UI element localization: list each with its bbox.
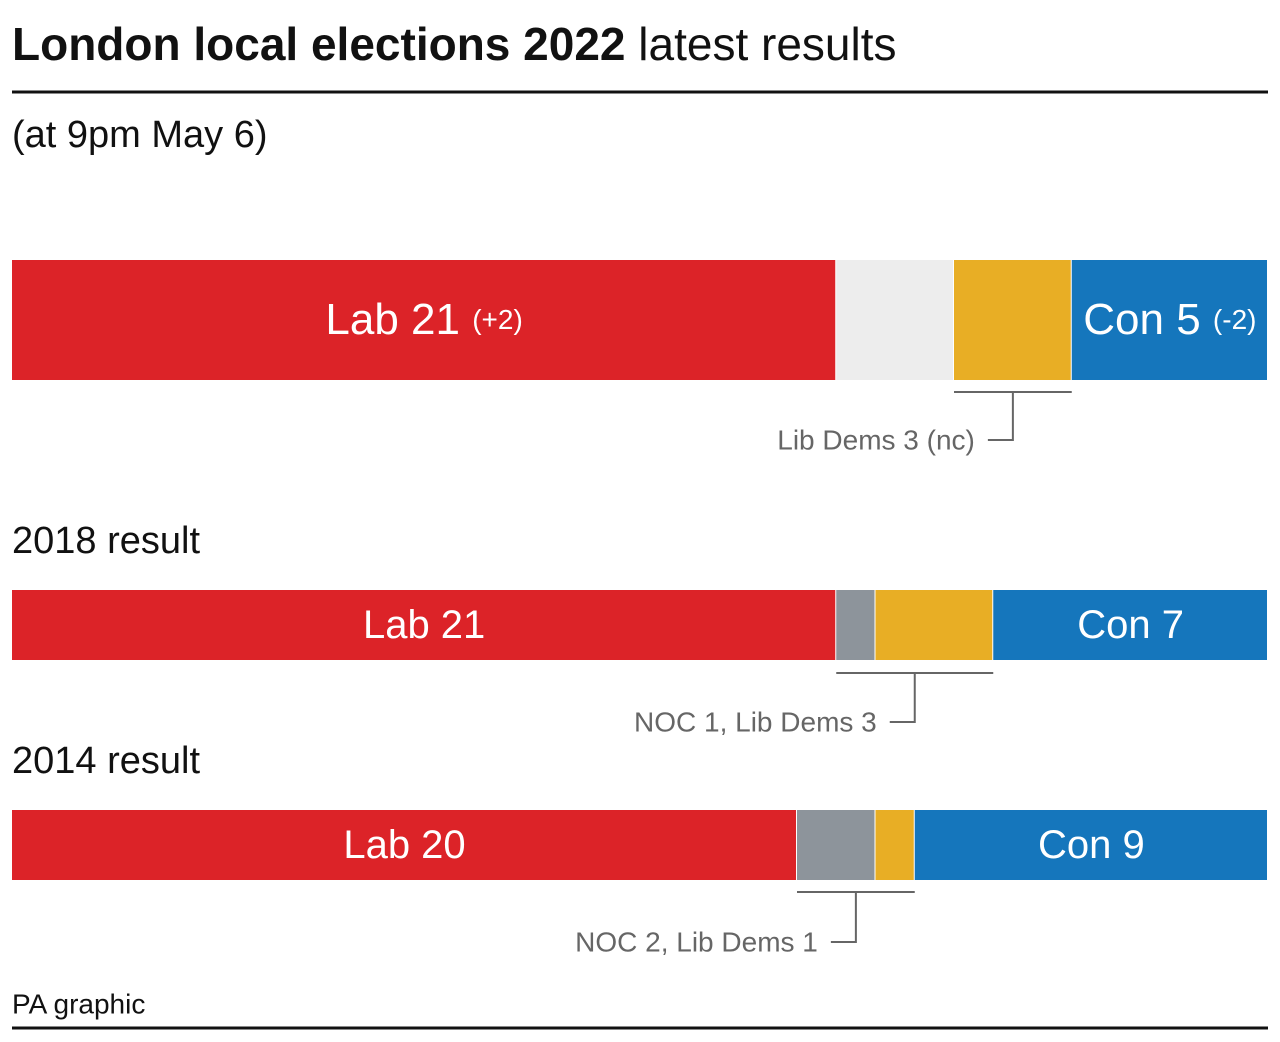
- segment-label: Con 7: [1077, 603, 1184, 647]
- chart-title: London local elections 2022 latest resul…: [12, 18, 897, 70]
- bar-heading: 2014 result: [12, 740, 200, 782]
- segment-change: (+2): [472, 304, 523, 335]
- callout-bracket: [954, 391, 1072, 441]
- callout-bracket: [797, 891, 915, 943]
- bar-segment: [797, 810, 875, 880]
- callout-label: NOC 2, Lib Dems 1: [575, 926, 818, 957]
- title-main: London local elections 2022: [12, 18, 626, 70]
- segment-label: Lab 20: [343, 823, 465, 867]
- source: PA graphic: [12, 988, 145, 1019]
- segment-name: Con 5: [1083, 295, 1200, 344]
- segment-name: Lab 21: [363, 603, 485, 647]
- callout-bracket: [836, 672, 994, 723]
- subtitle: (at 9pm May 6): [12, 114, 268, 156]
- bar-segment: [12, 260, 836, 380]
- bar-segment: [993, 590, 1267, 660]
- segment-label: Con 9: [1038, 823, 1145, 867]
- segment-label: Lab 21 (+2): [325, 295, 522, 344]
- segment-name: Lab 20: [343, 823, 465, 867]
- bar-heading: 2018 result: [12, 520, 200, 562]
- segment-name: Con 7: [1077, 603, 1184, 647]
- title-suffix: latest results: [638, 18, 896, 70]
- segment-label: Lab 21: [363, 603, 485, 647]
- segment-change: (-2): [1213, 304, 1257, 335]
- callout-label: Lib Dems 3 (nc): [777, 424, 975, 455]
- bar-segment: [836, 590, 875, 660]
- bar-segment: [914, 810, 1267, 880]
- bar-segment: [12, 810, 796, 880]
- segment-label: Con 5 (-2): [1083, 295, 1256, 344]
- bar-segment: [836, 260, 953, 380]
- segment-name: Con 9: [1038, 823, 1145, 867]
- bar-segment: [875, 810, 914, 880]
- bar-segment: [1071, 260, 1267, 380]
- bar-segment: [875, 590, 993, 660]
- segment-name: Lab 21: [325, 295, 460, 344]
- callout-label: NOC 1, Lib Dems 3: [634, 706, 877, 737]
- bar-segment: [954, 260, 1071, 380]
- bar-segment: [12, 590, 836, 660]
